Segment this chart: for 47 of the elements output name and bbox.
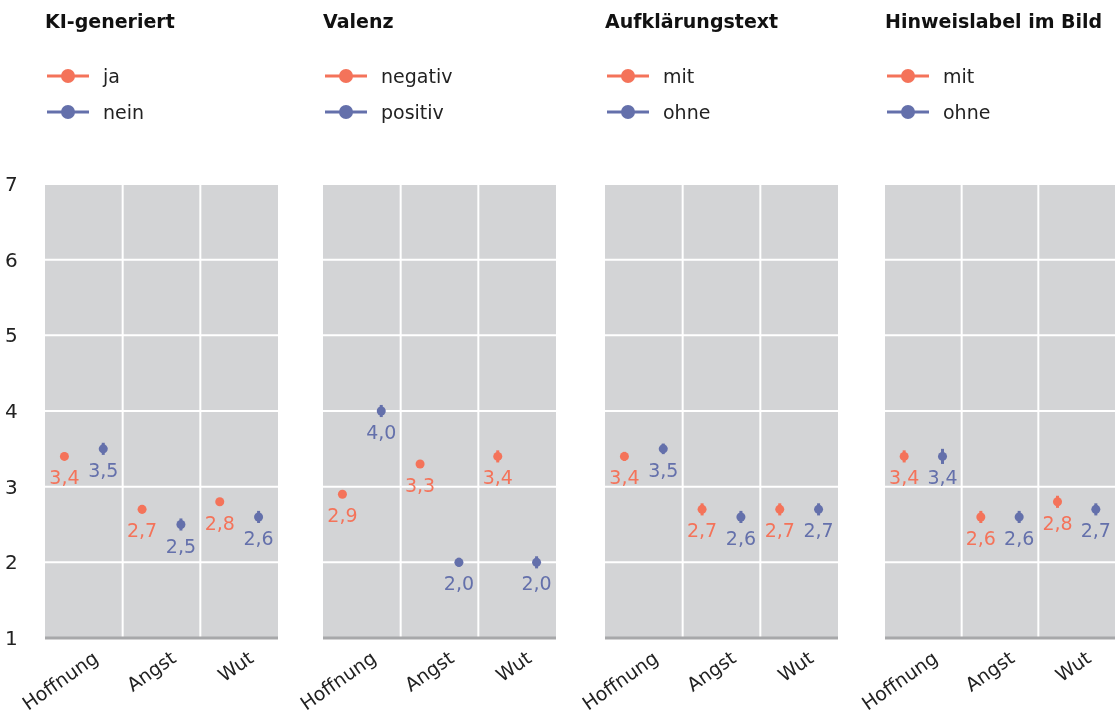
x-tick-label: Wut [773,646,818,686]
data-label: 2,0 [443,572,475,595]
data-label: 4,0 [366,421,397,443]
data-label: 2,8 [1042,511,1073,534]
data-label: 2,7 [686,519,718,542]
data-label: 2,7 [803,519,834,542]
chart-title: Hinweislabel im Bild [885,10,1103,32]
y-tick-label: 5 [5,323,18,348]
x-tick-label: Wut [491,646,536,686]
legend-label: mit [943,65,975,87]
legend-label: negativ [381,65,453,87]
data-label: 2,6 [243,526,274,549]
x-tick-label: Wut [213,646,258,686]
y-tick-label: 4 [5,399,18,424]
y-tick-label: 1 [5,626,18,651]
x-tick-label: Wut [1051,646,1095,686]
data-label: 3,5 [88,458,119,481]
y-tick-label: 7 [5,172,18,197]
data-label: 2,9 [327,504,358,527]
y-tick-label: 2 [5,550,18,575]
data-label: 3,4 [609,466,640,489]
data-label: 2,7 [126,519,158,542]
data-label: 3,4 [49,466,80,489]
legend-label: nein [103,101,145,123]
chart-title: Valenz [323,10,394,32]
legend-label: ohne [663,101,711,123]
data-label: 2,6 [725,526,757,549]
data-label: 3,4 [927,466,958,489]
legend-label: ohne [943,101,991,123]
data-label: 3,4 [482,466,513,489]
data-label: 2,6 [965,526,996,549]
data-label: 2,7 [1080,519,1111,542]
chart-title: KI-generiert [45,10,175,32]
data-label: 2,7 [764,519,795,542]
y-tick-label: 3 [5,474,18,499]
legend-label: positiv [381,101,444,123]
data-label: 2,8 [204,511,235,534]
data-label: 3,5 [648,458,679,481]
legend-label: ja [103,65,120,87]
data-label: 2,5 [165,534,197,557]
y-tick-label: 6 [5,247,18,272]
data-label: 3,3 [404,473,436,496]
legend-label: mit [663,65,695,87]
data-label: 2,6 [1004,526,1035,549]
data-label: 2,0 [521,572,552,595]
data-label: 3,4 [889,466,920,489]
chart-title: Aufklärungstext [605,10,779,32]
